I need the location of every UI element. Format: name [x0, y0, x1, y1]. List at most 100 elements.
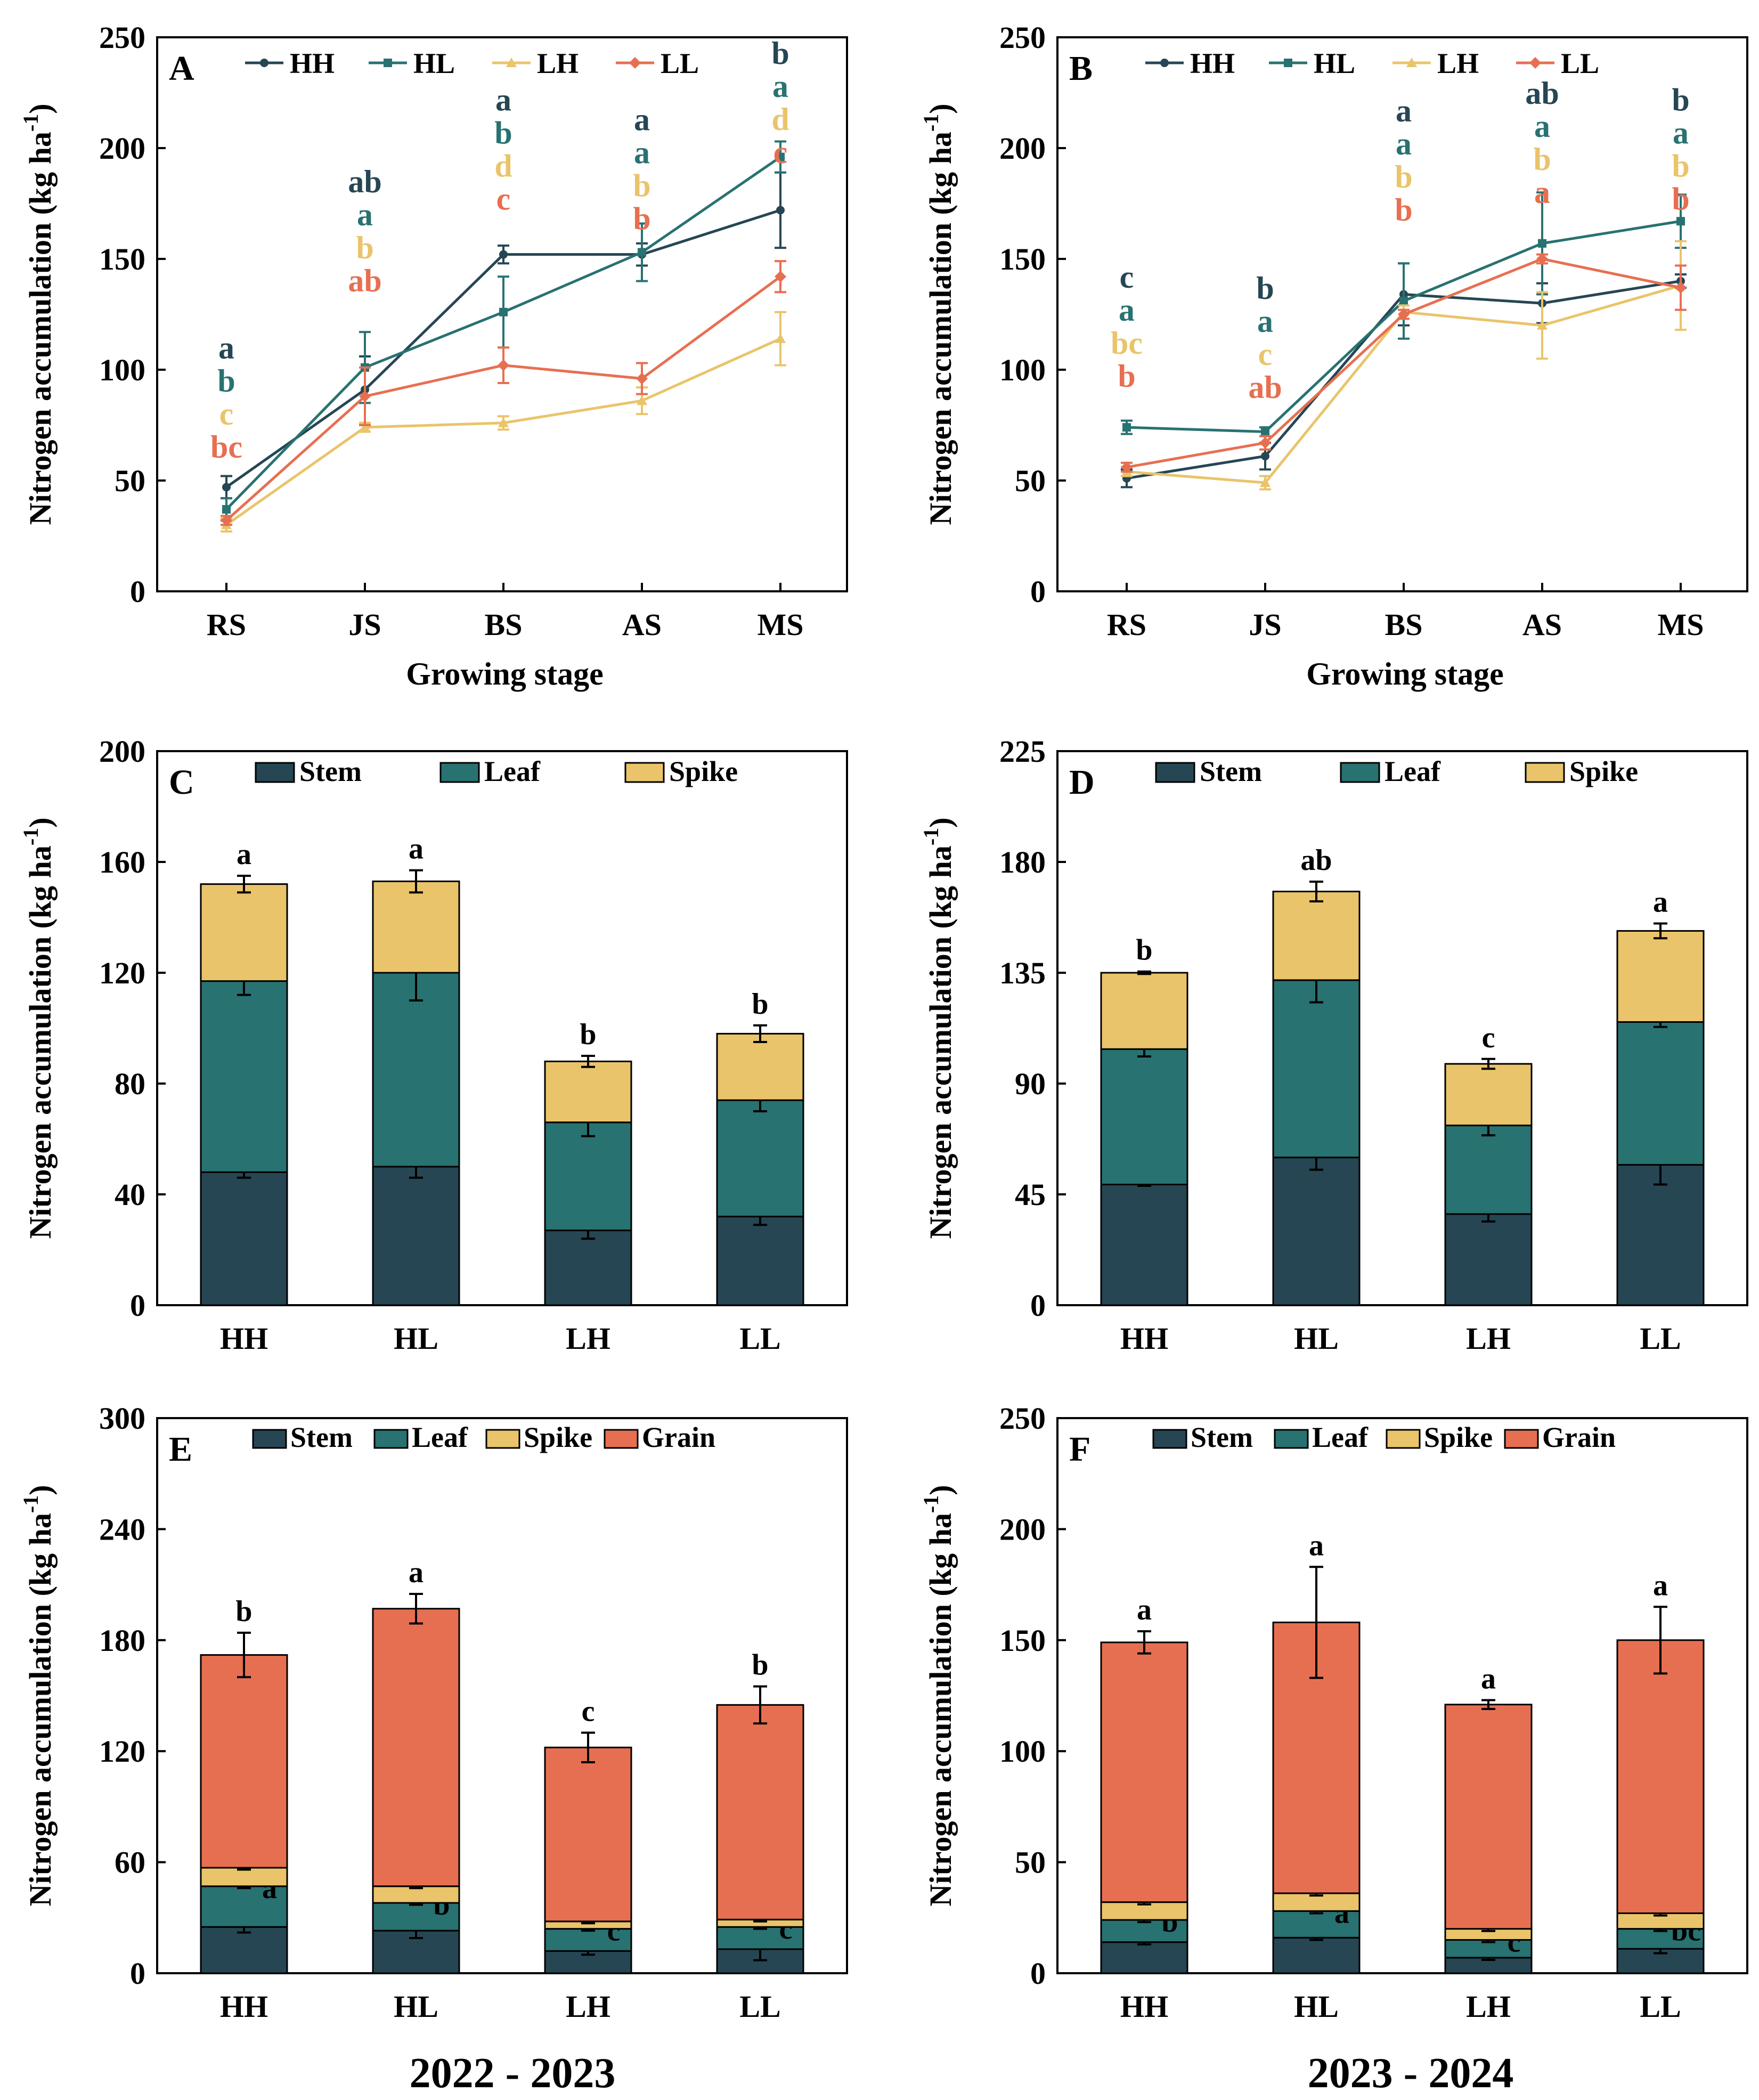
significance-letter: ab [348, 164, 381, 199]
legend-label-HL: HL [413, 47, 455, 79]
legend-swatch-Spike [624, 762, 665, 783]
legend-label-Spike: Spike [524, 1421, 592, 1453]
legend-label-LL: LL [1561, 47, 1599, 79]
bar-segment-Grain [1100, 1641, 1188, 1903]
y-tick-label: 50 [1015, 463, 1046, 498]
legend-label-HH: HH [1190, 47, 1235, 79]
data-point [498, 359, 509, 371]
year-label-right: 2023 - 2024 [1308, 2050, 1514, 2097]
significance-letter: a [409, 833, 424, 866]
legend-label-Stem: Stem [1191, 1421, 1253, 1453]
significance-letter: a [1137, 1593, 1152, 1626]
significance-letter: b [1118, 359, 1135, 394]
legend-label-HL: HL [1314, 47, 1355, 79]
x-tick-label: HL [394, 1989, 438, 2024]
bar-segment-Grain [200, 1654, 288, 1869]
x-tick-label: MS [1658, 607, 1704, 642]
x-tick-label: JS [1249, 607, 1281, 642]
panel-label: A [169, 49, 194, 88]
x-tick-label: LH [1466, 1321, 1511, 1356]
bar-segment-Stem [1616, 1164, 1705, 1306]
bar-segment-Grain [372, 1608, 460, 1887]
x-tick-label: LL [739, 1321, 780, 1356]
plot-frame [156, 750, 848, 1306]
y-tick-label: 200 [99, 131, 145, 166]
y-tick-label: 60 [115, 1845, 145, 1880]
bar-segment-Leaf [1272, 979, 1361, 1159]
bar-segment-Stem [372, 1166, 460, 1306]
plot-frame [156, 36, 848, 592]
panel-label: C [169, 763, 194, 802]
y-tick-label: 80 [115, 1067, 145, 1101]
y-tick-label: 135 [999, 956, 1046, 990]
significance-letter: c [1482, 1021, 1495, 1054]
panel-label: D [1069, 763, 1095, 802]
significance-letter: ab [1300, 844, 1332, 877]
y-tick-label: 0 [1030, 574, 1046, 609]
y-tick-label: 150 [999, 1623, 1046, 1658]
year-label-left: 2022 - 2023 [410, 2050, 616, 2097]
x-tick-label: BS [485, 607, 523, 642]
data-point [776, 152, 785, 161]
bar-segment-Stem [1272, 1157, 1361, 1306]
y-tick-label: 180 [999, 845, 1046, 880]
bar-segment-Leaf [716, 1926, 804, 1950]
y-tick-label: 90 [1015, 1067, 1046, 1101]
plot-frame [1056, 36, 1748, 592]
y-tick-label: 100 [99, 353, 145, 387]
legend-label-HH: HH [290, 47, 335, 79]
y-tick-label: 160 [99, 845, 145, 880]
chart-panel-D: 0 45 90 135 180 225 Nitrogen accumulation (kg … [919, 734, 1748, 1356]
bar-segment-Stem [716, 1216, 804, 1306]
legend-swatch-Leaf [1340, 762, 1380, 783]
y-tick-label: 100 [999, 1734, 1046, 1769]
significance-letter: bc [210, 429, 242, 465]
panel-label: B [1069, 49, 1093, 88]
legend-label-Stem: Stem [1200, 755, 1262, 787]
data-point [499, 250, 508, 259]
chart-panel-B: 0 50 100 150 200 250 Nitrogen accumulation (kg… [919, 20, 1748, 691]
significance-letter: a [1534, 109, 1550, 144]
bar-segment-Leaf [1444, 1125, 1533, 1215]
data-point [1675, 282, 1687, 294]
significance-letter: b [1672, 82, 1689, 117]
data-point [629, 57, 641, 69]
x-tick-label: MS [758, 607, 804, 642]
data-point [1261, 452, 1269, 461]
bar-segment-Leaf [716, 1099, 804, 1218]
bar-segment-Grain [544, 1746, 632, 1923]
significance-letter: c [582, 1695, 595, 1728]
data-point [776, 206, 785, 215]
bar-segment-Leaf [1100, 1919, 1188, 1943]
significance-letter: a [1653, 886, 1668, 919]
significance-letter: bc [1111, 325, 1143, 361]
x-tick-label: HL [1294, 1989, 1339, 2024]
legend-label-Leaf: Leaf [1312, 1421, 1369, 1453]
data-point [222, 483, 231, 492]
x-axis-label: Growing stage [1306, 656, 1504, 691]
chart-panel-A: 0 50 100 150 200 250 Nitrogen accumulation (kg… [19, 20, 848, 691]
bar-segment-Leaf [1616, 1021, 1705, 1166]
panels: 0 50 100 150 200 250 Nitrogen accumulation (kg… [19, 20, 1748, 2024]
significance-letter: a [634, 135, 650, 170]
significance-letter: a [218, 330, 234, 365]
significance-letter: d [771, 102, 789, 137]
legend-swatch-Stem [255, 762, 295, 783]
significance-letter: a [1481, 1662, 1496, 1695]
bar-segment-Leaf [544, 1928, 632, 1952]
bar-segment-Stem [1444, 1957, 1533, 1974]
significance-letter: a [409, 1556, 424, 1589]
x-tick-label: JS [348, 607, 381, 642]
bar-segment-Leaf [1100, 1048, 1188, 1186]
legend-label-Stem: Stem [299, 755, 362, 787]
legend-label-Spike: Spike [669, 755, 738, 787]
data-point [638, 248, 646, 257]
x-tick-label: HH [1120, 1321, 1168, 1356]
plot-frame [156, 1417, 848, 1974]
bar-segment-Stem [1100, 1184, 1188, 1306]
legend-label-Leaf: Leaf [1385, 755, 1441, 787]
data-point [1261, 427, 1269, 436]
y-tick-label: 150 [999, 242, 1046, 276]
y-tick-label: 200 [99, 734, 145, 769]
x-tick-label: LL [1640, 1989, 1681, 2024]
